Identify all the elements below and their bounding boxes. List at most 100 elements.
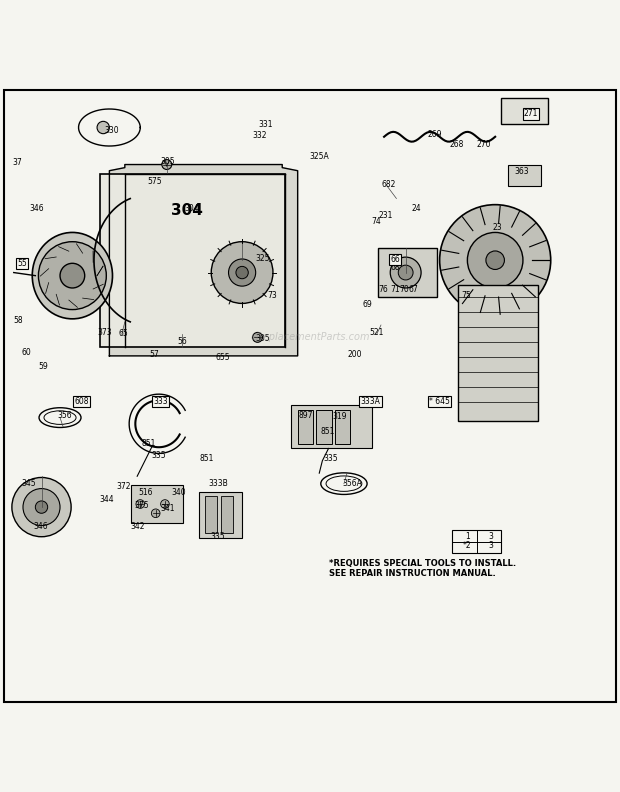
Bar [458,285,538,421]
Text: *2: *2 [463,541,472,550]
Text: 521: 521 [370,328,384,337]
Text: 608: 608 [74,397,89,406]
Text: SEE REPAIR INSTRUCTION MANUAL.: SEE REPAIR INSTRUCTION MANUAL. [329,569,495,577]
Bar [298,410,313,444]
Text: 268: 268 [450,139,464,149]
Circle shape [398,265,413,280]
Text: 332: 332 [252,131,267,140]
Text: 575: 575 [147,177,162,185]
Ellipse shape [32,232,112,319]
Text: 55: 55 [17,259,27,268]
Text: 335: 335 [151,451,166,460]
Circle shape [161,500,169,508]
Text: 346: 346 [30,204,45,214]
Circle shape [136,500,144,508]
Bar [508,165,541,186]
Text: 305: 305 [255,334,270,343]
Text: 335: 335 [211,531,225,541]
Circle shape [38,242,106,310]
Text: 66: 66 [391,255,400,264]
Text: 59: 59 [38,362,48,371]
Circle shape [252,333,262,342]
Text: 897: 897 [298,411,313,421]
Text: 331: 331 [259,120,273,129]
Text: 304: 304 [170,204,203,219]
Circle shape [236,266,248,279]
Text: 330: 330 [104,126,118,135]
Text: 375: 375 [135,501,149,510]
Text: 231: 231 [378,211,392,219]
Circle shape [23,489,60,526]
Text: 56: 56 [177,337,187,346]
Circle shape [60,263,85,288]
Bar [502,98,547,124]
Text: 851: 851 [141,439,156,448]
Bar [199,492,242,538]
Text: * 645: * 645 [429,397,450,406]
Text: 75: 75 [461,291,471,300]
Text: 851: 851 [320,427,334,436]
Text: 65: 65 [118,329,128,338]
Text: 516: 516 [138,489,153,497]
Text: 305: 305 [161,157,175,166]
Text: 356A: 356A [342,479,362,488]
FancyBboxPatch shape [4,90,616,702]
Text: 655: 655 [215,352,229,362]
Text: 373: 373 [98,328,112,337]
Text: 3: 3 [489,531,494,541]
Text: 341: 341 [161,504,175,513]
Bar [205,496,218,533]
Circle shape [151,509,160,518]
Text: 325: 325 [255,254,270,263]
Text: 71: 71 [391,284,400,294]
Text: 325A: 325A [309,152,329,161]
Text: 76: 76 [378,284,388,294]
Text: 344: 344 [99,494,113,504]
Text: 372: 372 [117,482,131,491]
Text: 57: 57 [149,349,159,359]
Text: 356: 356 [58,411,73,421]
Bar [378,248,436,297]
Text: 73: 73 [267,291,277,300]
Text: 851: 851 [200,455,214,463]
Text: 58: 58 [14,315,24,325]
Text: 363: 363 [515,167,529,177]
Text: 68: 68 [391,263,400,272]
Text: 60: 60 [21,348,31,356]
Circle shape [211,242,273,303]
Text: eReplacementParts.com: eReplacementParts.com [250,333,370,342]
Text: 269: 269 [427,130,442,139]
Text: 346: 346 [33,523,48,531]
Bar [316,410,332,444]
Text: 70: 70 [399,284,409,294]
Circle shape [12,478,71,537]
Circle shape [440,204,551,316]
Text: 270: 270 [477,139,491,149]
Text: 23: 23 [492,223,502,232]
Circle shape [35,501,48,513]
Text: 333A: 333A [361,397,381,406]
Text: 24: 24 [412,204,422,214]
Text: 69: 69 [363,300,372,309]
Text: 319: 319 [332,413,347,421]
Circle shape [229,259,255,286]
Text: 342: 342 [130,523,144,531]
Bar [291,406,372,448]
Text: 345: 345 [22,479,37,488]
Text: 1: 1 [465,531,470,541]
Bar [335,410,350,444]
Bar [100,173,285,347]
Text: 67: 67 [409,284,419,294]
Text: 333B: 333B [208,479,228,488]
Text: 271: 271 [524,109,538,119]
Text: 74: 74 [372,217,381,226]
Circle shape [486,251,505,269]
Bar [221,496,233,533]
Circle shape [162,160,172,169]
Text: 340: 340 [172,489,187,497]
Text: 682: 682 [382,180,396,188]
Polygon shape [109,165,298,356]
Circle shape [467,232,523,288]
Text: 37: 37 [12,158,22,167]
Text: 333: 333 [153,397,168,406]
